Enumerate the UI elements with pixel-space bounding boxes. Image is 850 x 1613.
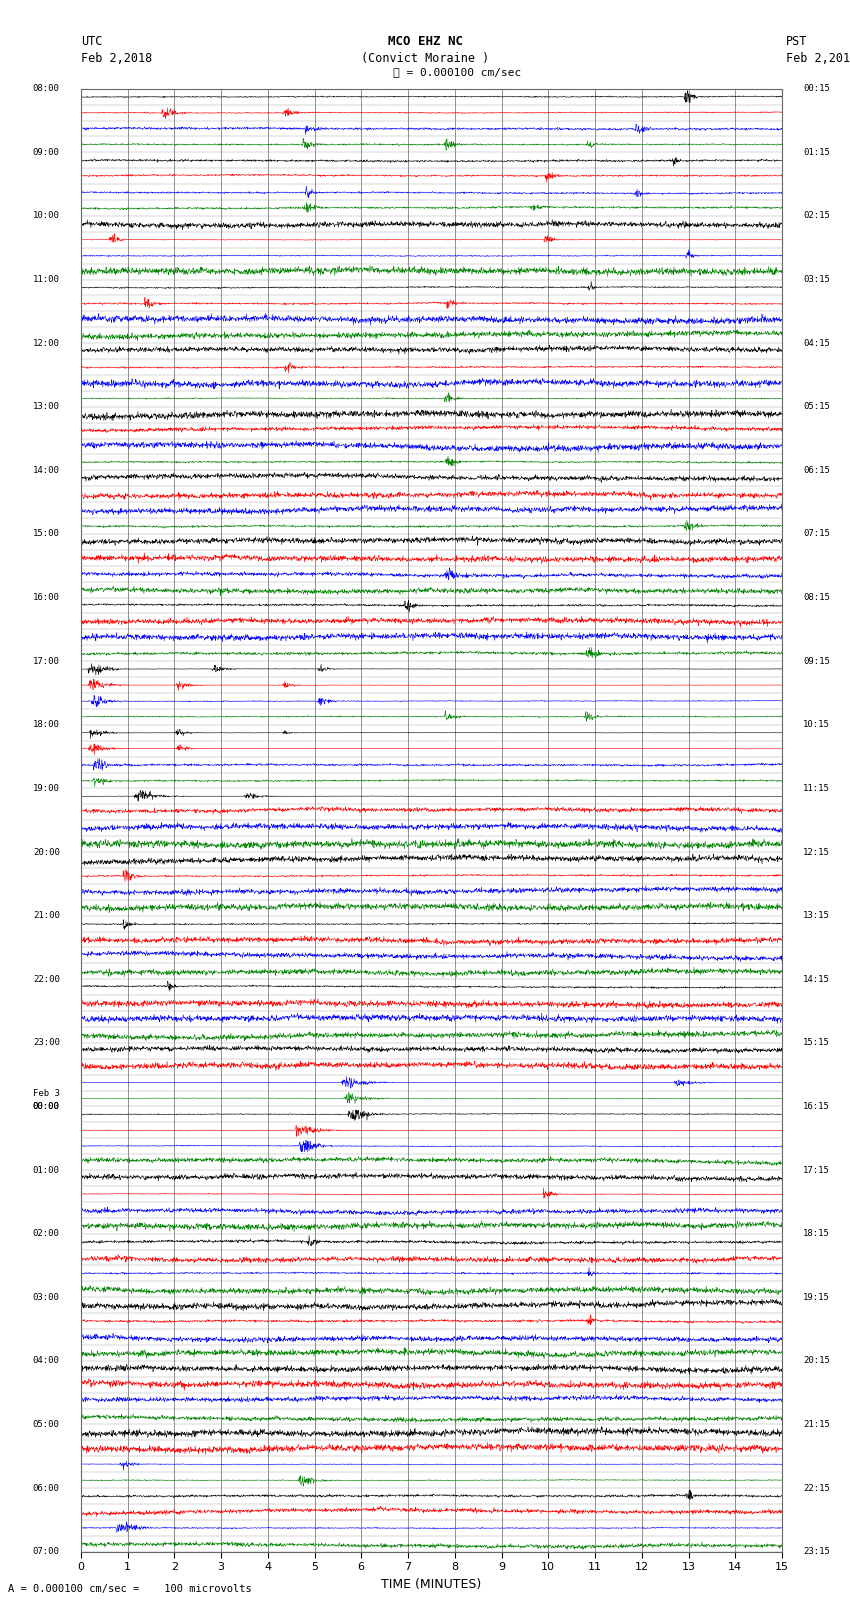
Text: 21:15: 21:15 bbox=[803, 1419, 830, 1429]
Text: 07:15: 07:15 bbox=[803, 529, 830, 539]
Text: 00:00: 00:00 bbox=[33, 1102, 60, 1111]
Text: 22:00: 22:00 bbox=[33, 974, 60, 984]
Text: UTC: UTC bbox=[81, 35, 102, 48]
Text: 11:00: 11:00 bbox=[33, 276, 60, 284]
Text: 09:15: 09:15 bbox=[803, 656, 830, 666]
Text: 19:15: 19:15 bbox=[803, 1292, 830, 1302]
Text: 16:00: 16:00 bbox=[33, 594, 60, 602]
Text: 02:15: 02:15 bbox=[803, 211, 830, 221]
Text: 16:15: 16:15 bbox=[803, 1102, 830, 1111]
Text: 03:00: 03:00 bbox=[33, 1292, 60, 1302]
Text: 00:15: 00:15 bbox=[803, 84, 830, 94]
Text: 17:15: 17:15 bbox=[803, 1166, 830, 1174]
Text: 09:00: 09:00 bbox=[33, 148, 60, 156]
Text: 23:15: 23:15 bbox=[803, 1547, 830, 1557]
Text: 20:15: 20:15 bbox=[803, 1357, 830, 1365]
Text: 01:00: 01:00 bbox=[33, 1166, 60, 1174]
Text: 10:00: 10:00 bbox=[33, 211, 60, 221]
Text: PST: PST bbox=[786, 35, 807, 48]
Text: 22:15: 22:15 bbox=[803, 1484, 830, 1492]
Text: MCO EHZ NC: MCO EHZ NC bbox=[388, 35, 462, 48]
Text: 04:00: 04:00 bbox=[33, 1357, 60, 1365]
Text: 13:15: 13:15 bbox=[803, 911, 830, 919]
Text: 04:15: 04:15 bbox=[803, 339, 830, 348]
Text: 08:15: 08:15 bbox=[803, 594, 830, 602]
Text: 11:15: 11:15 bbox=[803, 784, 830, 794]
Text: 18:15: 18:15 bbox=[803, 1229, 830, 1239]
Text: 15:15: 15:15 bbox=[803, 1039, 830, 1047]
Text: A = 0.000100 cm/sec =    100 microvolts: A = 0.000100 cm/sec = 100 microvolts bbox=[8, 1584, 252, 1594]
Text: 12:15: 12:15 bbox=[803, 847, 830, 857]
Text: (Convict Moraine ): (Convict Moraine ) bbox=[361, 52, 489, 65]
Text: 05:15: 05:15 bbox=[803, 402, 830, 411]
Text: 03:15: 03:15 bbox=[803, 276, 830, 284]
Text: 02:00: 02:00 bbox=[33, 1229, 60, 1239]
Text: 19:00: 19:00 bbox=[33, 784, 60, 794]
Text: 21:00: 21:00 bbox=[33, 911, 60, 919]
Text: 14:15: 14:15 bbox=[803, 974, 830, 984]
Text: 17:00: 17:00 bbox=[33, 656, 60, 666]
Text: 06:00: 06:00 bbox=[33, 1484, 60, 1492]
Text: 23:00: 23:00 bbox=[33, 1039, 60, 1047]
Text: 10:15: 10:15 bbox=[803, 721, 830, 729]
Text: 05:00: 05:00 bbox=[33, 1419, 60, 1429]
Text: 15:00: 15:00 bbox=[33, 529, 60, 539]
Text: 12:00: 12:00 bbox=[33, 339, 60, 348]
Text: 01:15: 01:15 bbox=[803, 148, 830, 156]
Text: 13:00: 13:00 bbox=[33, 402, 60, 411]
Text: Feb 2,2018: Feb 2,2018 bbox=[786, 52, 850, 65]
Text: 20:00: 20:00 bbox=[33, 847, 60, 857]
Text: 18:00: 18:00 bbox=[33, 721, 60, 729]
Text: 07:00: 07:00 bbox=[33, 1547, 60, 1557]
Text: 08:00: 08:00 bbox=[33, 84, 60, 94]
Text: ⏐ = 0.000100 cm/sec: ⏐ = 0.000100 cm/sec bbox=[393, 66, 521, 77]
Text: Feb 2,2018: Feb 2,2018 bbox=[81, 52, 152, 65]
Text: 00:00: 00:00 bbox=[33, 1102, 60, 1111]
Text: 06:15: 06:15 bbox=[803, 466, 830, 474]
X-axis label: TIME (MINUTES): TIME (MINUTES) bbox=[382, 1578, 481, 1590]
Text: Feb 3: Feb 3 bbox=[33, 1089, 60, 1098]
Text: 14:00: 14:00 bbox=[33, 466, 60, 474]
